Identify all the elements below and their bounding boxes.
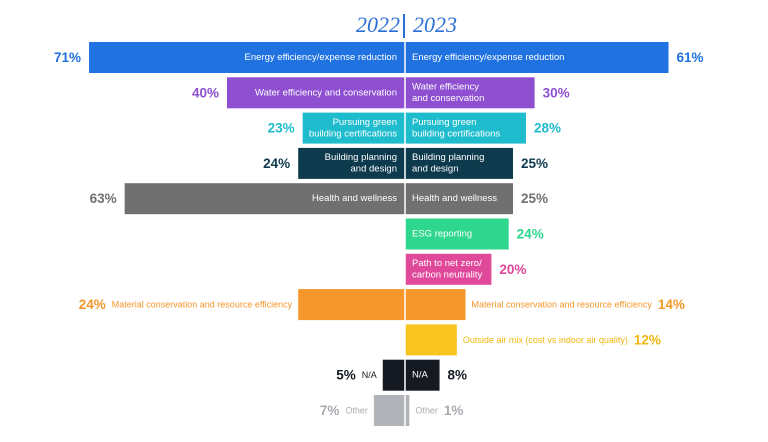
bar-2022-building-planning-and-design: [298, 147, 405, 179]
label-2023-building-planning-and-design: Building planning and design: [412, 152, 484, 175]
value-2022-n-a: 5%: [336, 368, 356, 383]
bar-2023-esg-reporting: [405, 218, 509, 250]
bar-2023-other: [405, 395, 410, 426]
bar-2022-n-a: [382, 359, 405, 391]
year-left-title: 2022: [356, 12, 400, 37]
value-2022-other: 7%: [320, 403, 340, 418]
value-2023-pursuing-green-building-certifications: 28%: [534, 121, 561, 136]
value-2022-material-conservation-and-resource-efficiency: 24%: [79, 297, 106, 312]
value-2023-water-efficiency-and-conservation: 30%: [543, 85, 570, 100]
value-2023-energy-efficiency-expense-reduction: 61%: [677, 50, 704, 65]
label-2023-health-and-wellness: Health and wellness: [412, 193, 497, 204]
bar-2023-building-planning-and-design: [405, 147, 513, 179]
label-2022-water-efficiency-and-conservation: Water efficiency and conservation: [255, 87, 397, 98]
value-2022-building-planning-and-design: 24%: [263, 156, 290, 171]
label-2022-material-conservation-and-resource-efficiency: Material conservation and resource effic…: [112, 300, 293, 310]
value-2022-health-and-wellness: 63%: [90, 191, 117, 206]
value-2023-health-and-wellness: 25%: [521, 191, 548, 206]
value-2022-pursuing-green-building-certifications: 23%: [268, 121, 295, 136]
value-2023-outside-air-mix-cost-vs-indoor-air-quality: 12%: [634, 332, 661, 347]
value-2022-energy-efficiency-expense-reduction: 71%: [54, 50, 81, 65]
bar-2022-water-efficiency-and-conservation: [227, 77, 405, 109]
label-2022-other: Other: [345, 406, 368, 416]
value-2023-building-planning-and-design: 25%: [521, 156, 548, 171]
label-2023-pursuing-green-building-certifications: Pursuing green building certifications: [412, 117, 500, 140]
label-2023-outside-air-mix-cost-vs-indoor-air-quality: Outside air mix (cost vs indoor air qual…: [463, 335, 628, 345]
year-divider: [403, 14, 405, 38]
year-right-title: 2023: [413, 12, 457, 37]
bar-2022-energy-efficiency-expense-reduction: [89, 42, 406, 73]
value-2023-path-to-net-zero-carbon-neutrality: 20%: [499, 262, 526, 277]
value-2023-esg-reporting: 24%: [517, 227, 544, 242]
bar-2022-pursuing-green-building-certifications: [302, 112, 405, 144]
label-2022-health-and-wellness: Health and wellness: [312, 193, 397, 204]
label-2023-other: Other: [415, 406, 438, 416]
value-2022-water-efficiency-and-conservation: 40%: [192, 85, 219, 100]
label-2022-building-planning-and-design: Building planning and design: [325, 152, 397, 175]
label-2023-path-to-net-zero-carbon-neutrality: Path to net zero/carbon neutrality: [412, 258, 482, 281]
bar-2023-n-a: [405, 359, 440, 391]
label-2022-pursuing-green-building-certifications: Pursuing green building certifications: [309, 117, 397, 140]
label-2023-energy-efficiency-expense-reduction: Energy efficiency/expense reduction: [412, 52, 564, 63]
value-2023-material-conservation-and-resource-efficiency: 14%: [658, 297, 685, 312]
bar-2023-path-to-net-zero-carbon-neutrality: [405, 253, 492, 285]
label-2023-esg-reporting: ESG reporting: [412, 229, 472, 240]
label-2022-energy-efficiency-expense-reduction: Energy efficiency/expense reduction: [245, 52, 397, 63]
value-2023-other: 1%: [444, 403, 464, 418]
bar-2022-health-and-wellness: [124, 183, 406, 215]
label-2023-n-a: N/A: [412, 370, 429, 381]
label-2022-n-a: N/A: [362, 370, 377, 380]
bar-2023-energy-efficiency-expense-reduction: [405, 42, 669, 73]
label-2023-material-conservation-and-resource-efficiency: Material conservation and resource effic…: [471, 300, 652, 310]
bar-2023-outside-air-mix-cost-vs-indoor-air-quality: [405, 324, 457, 356]
bar-2023-water-efficiency-and-conservation: [405, 77, 535, 109]
value-2023-n-a: 8%: [448, 368, 468, 383]
bar-2023-pursuing-green-building-certifications: [405, 112, 526, 144]
bar-2022-material-conservation-and-resource-efficiency: [298, 289, 405, 321]
bar-2023-health-and-wellness: [405, 183, 513, 215]
label-2023-water-efficiency-and-conservation: Water efficiency and conservation: [412, 82, 484, 105]
bar-2022-other: [373, 395, 405, 426]
bar-2023-material-conservation-and-resource-efficiency: [405, 289, 466, 321]
